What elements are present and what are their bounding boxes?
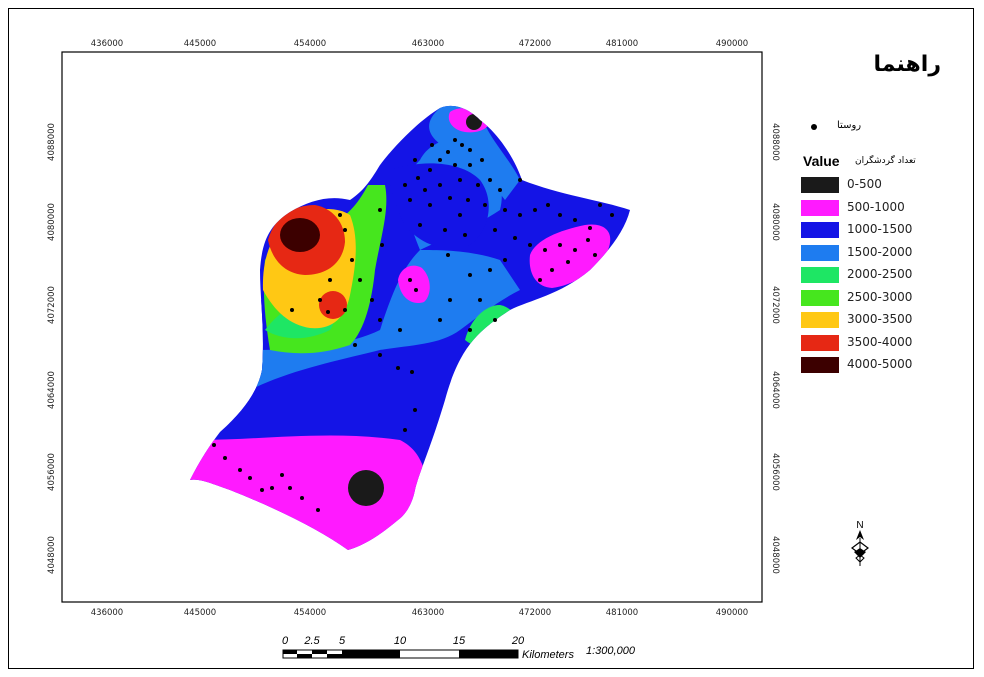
x-tick-label-top: 445000: [184, 39, 216, 49]
y-tick-labels-right: 4088000 4080000 4072000 4064000 4056000 40480…: [770, 123, 780, 574]
y-tick-label-left: 4072000: [47, 286, 57, 324]
x-tick-label-top: 463000: [412, 39, 444, 49]
value-title: Value: [803, 153, 840, 169]
legend-swatch: [801, 199, 839, 216]
legend-class-label: 4000-5000: [847, 357, 913, 371]
y-tick-label-right: 4064000: [770, 371, 780, 409]
legend-swatch: [801, 177, 839, 193]
y-tick-label-right: 4080000: [770, 203, 780, 241]
x-tick-label-bottom: 436000: [91, 608, 123, 618]
x-tick-label-top: 490000: [716, 39, 748, 49]
x-tick-label-bottom: 472000: [519, 608, 551, 618]
x-tick-label-top: 472000: [519, 39, 551, 49]
scale-ratio: 1:300,000: [586, 645, 635, 657]
y-tick-labels-left: 4088000 4080000 4072000 4064000 4056000 40480…: [47, 123, 57, 574]
legend-class-label: 3500-4000: [847, 334, 913, 349]
legend-village-entry: روستا: [811, 120, 961, 136]
north-arrow-icon: N: [842, 518, 878, 568]
legend-class-row: 3500-4000: [801, 334, 961, 352]
svg-text:N: N: [856, 520, 863, 531]
scale-number: 0: [282, 635, 289, 647]
legend-class-label: 1000-1500: [847, 222, 913, 236]
scale-unit-label: Kilometers: [522, 649, 574, 661]
legend-swatch: [801, 267, 839, 283]
legend-class-row: 1000-1500: [801, 221, 961, 239]
scale-number: 2.5: [303, 635, 320, 647]
legend-class-row: 500-1000: [801, 199, 961, 217]
legend-class-row: 4000-5000: [801, 356, 961, 374]
legend-swatch: [801, 357, 839, 373]
legend-class-row: 1500-2000: [801, 244, 961, 262]
y-tick-label-left: 4080000: [47, 203, 57, 241]
village-points: [212, 138, 614, 512]
legend-class-row: 2500-3000: [801, 289, 961, 307]
y-tick-label-right: 4072000: [770, 286, 780, 324]
legend-swatch: [801, 289, 839, 306]
scale-bar: 0 2.5 5 10 15 20 Kilometers: [282, 635, 575, 661]
x-tick-label-bottom: 481000: [606, 608, 638, 618]
x-tick-label-bottom: 445000: [184, 608, 216, 618]
x-tick-labels-bottom: 436000 445000 454000 463000 472000 481000 4900…: [91, 608, 748, 618]
village-point-icon: [811, 124, 817, 130]
y-tick-label-right: 4056000: [770, 453, 780, 491]
legend-class-label: 2500-3000: [847, 289, 913, 304]
legend-title: راهنما: [873, 52, 941, 77]
legend-swatch: [801, 244, 839, 261]
scale-number: 5: [339, 635, 346, 647]
x-tick-label-bottom: 463000: [412, 608, 444, 618]
scale-number: 20: [511, 635, 525, 647]
legend-class-label: 3000-3500: [847, 312, 913, 326]
legend-class-label: 500-1000: [847, 199, 905, 214]
x-tick-labels-top: 436000 445000 454000 463000 472000 481000 4900…: [91, 39, 748, 49]
x-tick-label-top: 454000: [294, 39, 326, 49]
legend-class-label: 1500-2000: [847, 244, 913, 259]
legend-swatch: [801, 334, 839, 351]
legend-class-row: 0-500: [801, 176, 961, 194]
legend-value-header: Value تعداد گردشگران: [803, 153, 973, 171]
x-tick-label-top: 436000: [91, 39, 123, 49]
legend-swatch: [801, 312, 839, 328]
scale-number: 15: [453, 635, 466, 647]
value-subtitle: تعداد گردشگران: [855, 156, 916, 166]
legend-class-label: 2000-2500: [847, 267, 913, 281]
y-tick-label-right: 4088000: [770, 123, 780, 161]
y-tick-label-left: 4064000: [47, 371, 57, 409]
legend-class-row: 2000-2500: [801, 266, 961, 284]
x-tick-label-top: 481000: [606, 39, 638, 49]
scale-number: 10: [394, 635, 407, 647]
x-tick-label-bottom: 490000: [716, 608, 748, 618]
y-tick-label-left: 4048000: [47, 536, 57, 574]
legend-swatch: [801, 222, 839, 238]
y-tick-label-right: 4048000: [770, 536, 780, 574]
legend-class-row: 3000-3500: [801, 311, 961, 329]
x-tick-label-bottom: 454000: [294, 608, 326, 618]
legend-class-label: 0-500: [847, 177, 882, 191]
y-tick-label-left: 4088000: [47, 123, 57, 161]
y-tick-label-left: 4056000: [47, 453, 57, 491]
village-label: روستا: [837, 120, 862, 131]
